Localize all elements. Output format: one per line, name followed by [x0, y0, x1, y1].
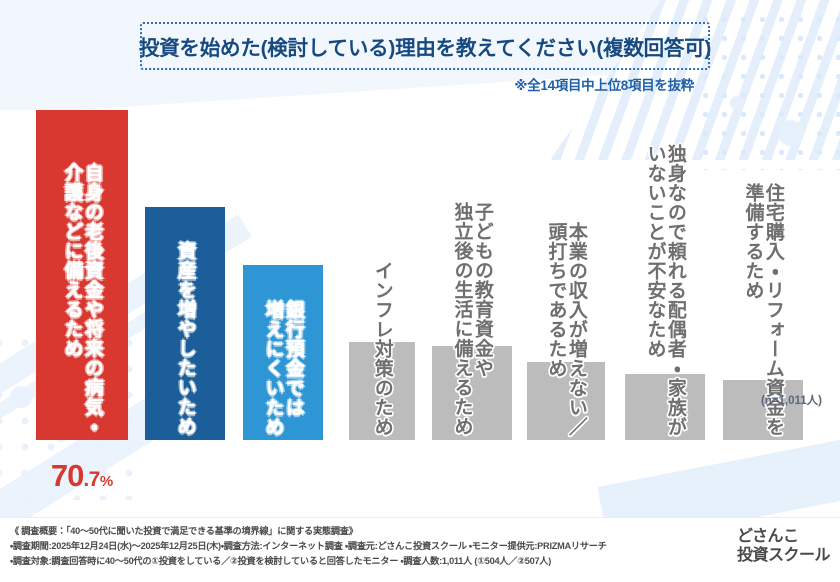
bar-column: 銀行預金では増えにくいため30.3%: [243, 265, 323, 440]
bar-value-decimal: .7: [83, 468, 100, 491]
brand-logo-line-1: どさんこ: [736, 528, 799, 545]
bar-rect[interactable]: [527, 362, 605, 440]
bar-rect[interactable]: [349, 342, 415, 440]
bar-column: インフレ対策のため17.2%: [349, 261, 415, 440]
bar-rect[interactable]: [145, 207, 225, 440]
survey-note-line-2: ・調査期間:2025年12月24日(水)〜2025年12月25日(木)・調査方法…: [10, 540, 607, 551]
brand-logo-line-2: 投資スクール: [736, 546, 831, 564]
survey-note-line-1: 《 調査概要：「40〜50代に聞いた投資で満足できる基準の境界線」に関する実態調…: [10, 526, 358, 536]
chart-subtitle: ※全14項目中上位8項目を抜粋: [514, 78, 694, 93]
bar-rect[interactable]: [432, 346, 512, 440]
bar-rect[interactable]: [36, 110, 128, 440]
survey-notes: 《 調査概要：「40〜50代に聞いた投資で満足できる基準の境界線」に関する実態調…: [10, 524, 700, 569]
bar-rect[interactable]: [723, 380, 803, 440]
bar-rect[interactable]: [243, 265, 323, 440]
bar-rect[interactable]: [625, 374, 705, 440]
bar-chart: 自身の老後資金や将来の病気・介護などに備えるため70.7%資産を増やしたいため4…: [0, 96, 840, 582]
chart-title-box: 投資を始めた(検討している)理由を教えてください(複数回答可): [138, 22, 712, 70]
bar-column: 子どもの教育資金や独立後の生活に備えるため16.5%: [432, 202, 512, 440]
bar-column: 自身の老後資金や将来の病気・ 介護などに備えるため 70.7%: [36, 110, 128, 491]
survey-note-line-3: ・調査対象:調査回答時に40〜50代の①投資をしている／②投資を検討していると回…: [10, 555, 552, 566]
bar-value-integer: 70: [50, 458, 84, 493]
page-title: 投資を始めた(検討している)理由を教えてください(複数回答可): [138, 37, 712, 60]
bar-value-percent-sign: %: [99, 473, 114, 490]
footer: 《 調査概要：「40〜50代に聞いた投資で満足できる基準の境界線」に関する実態調…: [0, 517, 840, 582]
sample-size-note: (n=1,011人): [760, 395, 822, 407]
brand-logo: どさんこ 投資スクール: [736, 528, 831, 566]
bar-column: 住宅購入・リフォーム資金を準備するため10.8%: [723, 183, 803, 440]
bar-value: 70.7%: [51, 460, 113, 491]
bar-column: 独身なので頼れる配偶者・家族がいないことが不安なため11.7%: [625, 144, 705, 440]
bar-column: 資産を増やしたいため43.9%: [145, 207, 225, 582]
bar-column: 本業の収入が増えない／頭打ちであるため13.6%: [527, 222, 605, 440]
